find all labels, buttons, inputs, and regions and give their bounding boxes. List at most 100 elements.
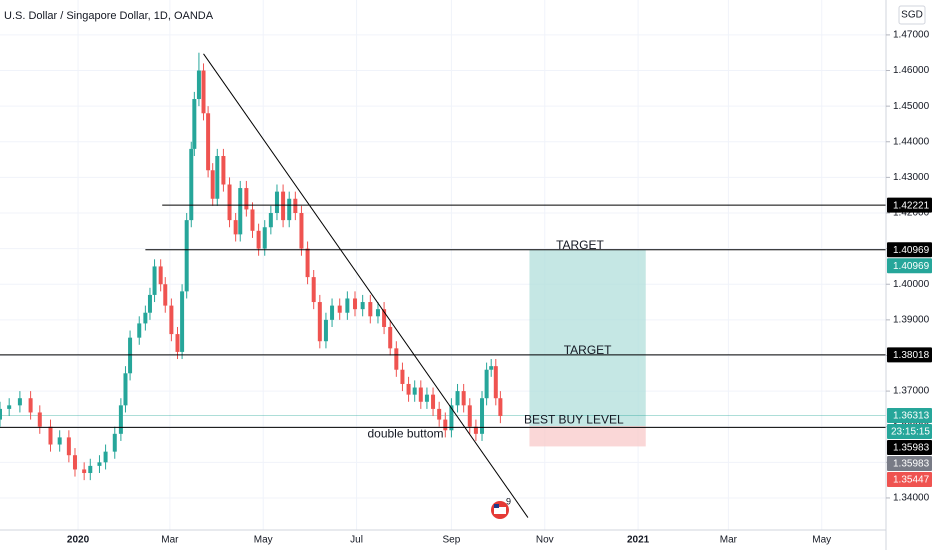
candle-body [311,277,316,303]
candle-body [330,305,335,320]
candle-body [388,326,393,349]
candle-body [443,419,448,431]
trendline [203,53,529,518]
candle-body [82,469,87,474]
price-label: 1.40969 [893,245,930,256]
candle-body [152,266,157,295]
candle-body [123,373,128,406]
price-label-bg [887,408,932,424]
price-label: 1.42221 [893,200,930,211]
candle-body [206,113,211,171]
y-tick-label: 1.47000 [893,30,930,41]
y-tick-label: 1.45000 [893,101,930,112]
candle-body [281,191,286,221]
candle-body [424,394,429,402]
candle-body [48,426,53,445]
candle-body [287,198,292,221]
x-tick-label: Nov [536,535,554,546]
candle-body [299,212,304,249]
candle-body [375,309,380,317]
candle-body [437,408,442,420]
candle-body [137,323,142,338]
candle-body [180,291,185,352]
annotation: double buttom [367,427,443,441]
plot: TARGET TARGET BEST BUY LEVEL double buttom [0,52,886,518]
candle-body [221,156,226,185]
candle-body [256,230,261,249]
candle-body [382,309,387,327]
candle-body [431,394,436,409]
candle-body [337,305,342,313]
candle-body [353,298,358,310]
candle-body [128,337,133,374]
candle-body [473,426,478,434]
currency-label[interactable]: SGD [901,10,923,21]
candle-body [406,383,411,395]
candle-body [169,305,174,335]
candle-body [17,398,22,406]
x-tick-label: Mar [720,535,738,546]
candle-body [368,302,373,317]
x-tick-label: May [812,535,831,546]
price-label: 1.38018 [893,350,930,361]
candle-body [484,369,489,399]
x-tick-label: Mar [161,535,179,546]
candle-body [238,188,243,235]
price-label: 1.36313 [893,411,930,422]
price-label: 1.40969 [893,261,930,272]
event-flag-canton[interactable] [494,504,499,508]
event-flag-stripe[interactable] [494,507,506,514]
x-tick-label: May [254,535,273,546]
event-icon[interactable]: 9 [491,496,511,519]
candle-body [274,191,279,213]
annotation: TARGET [564,343,612,357]
candle-body [493,366,498,399]
price-label-bg [887,197,932,213]
price-label: 1.35983 [893,443,930,454]
countdown-bg [887,424,932,440]
y-tick-label: 1.46000 [893,65,930,76]
candle-body [0,408,2,420]
price-label-bg [887,258,932,274]
candle-body [244,188,249,210]
grid [0,0,886,530]
candle-body [498,398,503,417]
y-tick-label: 1.37000 [893,386,930,397]
candle-body [37,412,42,427]
candle-body [163,284,168,306]
candle-body [262,227,267,249]
candle-body [461,391,466,406]
candle-body [88,465,93,474]
candle-body [215,156,220,199]
loss-zone [529,425,646,447]
price-label: 1.35447 [893,475,930,486]
candle-body [455,391,460,406]
candle-body [305,248,310,278]
currency-button[interactable] [898,5,926,25]
candle-body [268,212,273,228]
candle-body [418,387,423,402]
candle-body [147,294,152,313]
price-label-bg [887,456,932,472]
candle-body [196,70,201,100]
candle-body [250,209,255,231]
candle-body [317,302,322,342]
event-count[interactable]: 9 [506,496,511,506]
candle-body [57,437,62,445]
candle-body [233,220,238,235]
profit-zone [529,249,646,426]
y-tick-label: 1.39000 [893,314,930,325]
candle-body [201,70,206,114]
y-tick-label: 1.34000 [893,493,930,504]
candle-body [103,451,108,463]
candle-body [449,405,454,431]
axes: 1.340001.350001.360001.370001.380001.390… [67,30,932,546]
y-tick-label: 1.44000 [893,136,930,147]
candle-body [394,348,399,370]
candle-body [480,398,485,434]
candle-body [192,99,197,149]
candle-body [360,302,365,310]
candle-body [412,387,417,395]
